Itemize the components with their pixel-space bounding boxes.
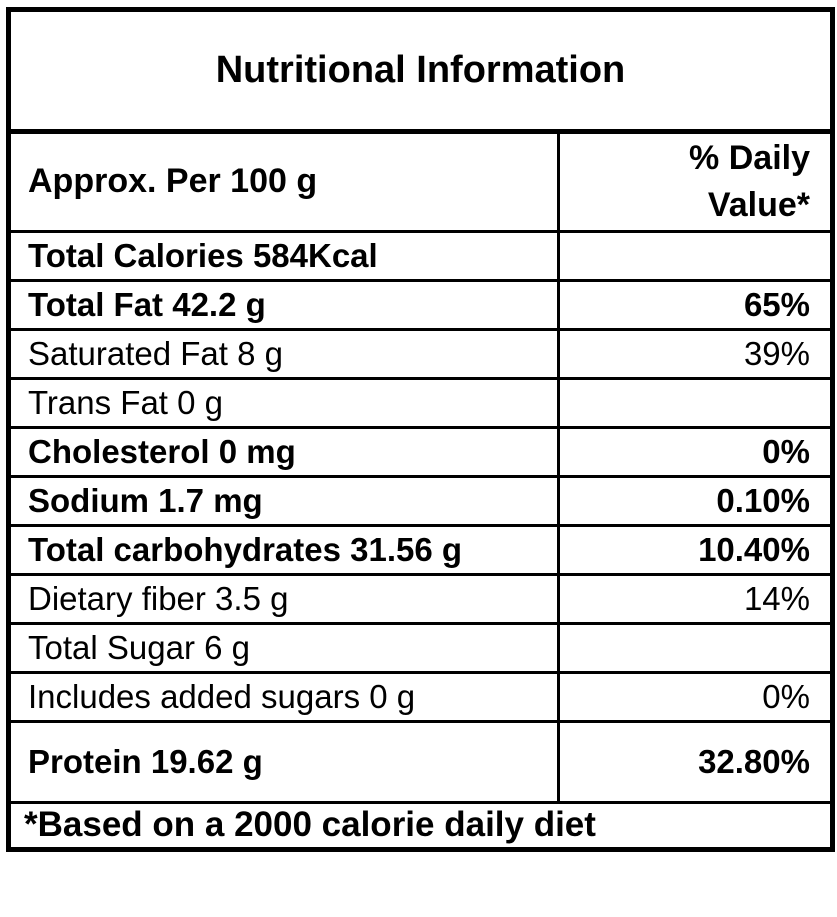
row-value: 10.40% [557,523,834,576]
row-label: Sodium 1.7 mg [7,474,560,527]
row-value: 32.80% [557,719,834,804]
column-header-serving: Approx. Per 100 g [7,130,560,233]
row-value: 39% [557,327,834,380]
row-value: 14% [557,572,834,625]
table-row: Protein 19.62 g 32.80% [7,719,834,804]
table-row: Dietary fiber 3.5 g 14% [7,572,834,625]
table-row: Cholesterol 0 mg 0% [7,425,834,478]
table-row: Total carbohydrates 31.56 g 10.40% [7,523,834,576]
nutrition-table: Nutritional Information Approx. Per 100 … [6,7,835,852]
row-label: Total carbohydrates 31.56 g [7,523,560,576]
row-value: 0% [557,425,834,478]
row-label: Saturated Fat 8 g [7,327,560,380]
row-label: Includes added sugars 0 g [7,670,560,723]
table-row: Saturated Fat 8 g 39% [7,327,834,380]
footnote-row: *Based on a 2000 calorie daily diet [7,800,834,852]
row-label: Dietary fiber 3.5 g [7,572,560,625]
table-footnote: *Based on a 2000 calorie daily diet [7,800,834,852]
table-row: Total Sugar 6 g [7,621,834,674]
table-row: Includes added sugars 0 g 0% [7,670,834,723]
row-label: Total Calories 584Kcal [7,229,560,282]
table-row: Trans Fat 0 g [7,376,834,429]
row-value: 0% [557,670,834,723]
row-value: 0.10% [557,474,834,527]
row-value [557,229,834,282]
row-label: Protein 19.62 g [7,719,560,804]
header-row: Approx. Per 100 g % Daily Value* [7,130,834,233]
row-value: 65% [557,278,834,331]
row-label: Cholesterol 0 mg [7,425,560,478]
row-label: Total Sugar 6 g [7,621,560,674]
nutrition-rows: Total Calories 584Kcal Total Fat 42.2 g … [7,229,834,804]
title-row: Nutritional Information [6,7,835,134]
table-row: Total Calories 584Kcal [7,229,834,282]
table-row: Total Fat 42.2 g 65% [7,278,834,331]
table-row: Sodium 1.7 mg 0.10% [7,474,834,527]
row-label: Total Fat 42.2 g [7,278,560,331]
row-label: Trans Fat 0 g [7,376,560,429]
row-value [557,621,834,674]
row-value [557,376,834,429]
table-title: Nutritional Information [6,7,835,134]
column-header-daily-value: % Daily Value* [557,130,834,233]
